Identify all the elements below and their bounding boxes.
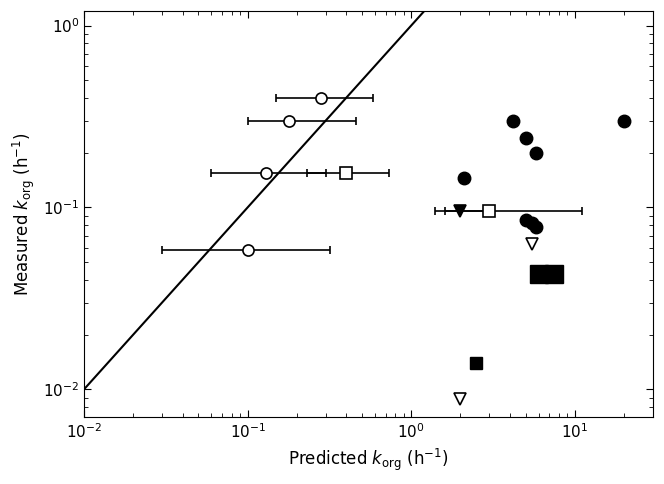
X-axis label: Predicted $k_{\mathrm{org}}$ (h$^{-1}$): Predicted $k_{\mathrm{org}}$ (h$^{-1}$) bbox=[288, 447, 449, 473]
Y-axis label: Measured $k_{\mathrm{org}}$ (h$^{-1}$): Measured $k_{\mathrm{org}}$ (h$^{-1}$) bbox=[11, 133, 37, 296]
